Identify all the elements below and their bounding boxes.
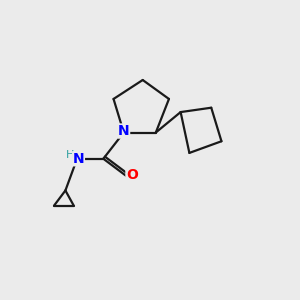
Text: O: O — [126, 168, 138, 182]
Text: N: N — [118, 124, 130, 138]
Text: N: N — [73, 152, 84, 166]
Text: H: H — [66, 150, 74, 160]
